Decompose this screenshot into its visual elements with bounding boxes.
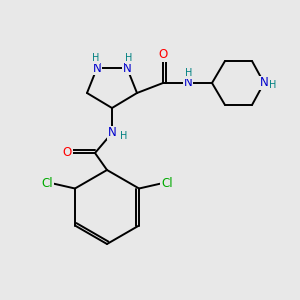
Text: N: N	[108, 127, 116, 140]
Text: H: H	[120, 131, 128, 141]
Text: H: H	[92, 53, 100, 63]
Text: N: N	[93, 61, 101, 74]
Text: Cl: Cl	[161, 177, 173, 190]
Text: O: O	[62, 146, 72, 160]
Text: N: N	[123, 61, 131, 74]
Text: O: O	[158, 49, 168, 62]
Text: N: N	[260, 76, 268, 89]
Text: Cl: Cl	[41, 177, 53, 190]
Text: N: N	[184, 76, 192, 89]
Text: H: H	[185, 68, 193, 78]
Text: H: H	[269, 80, 277, 90]
Text: H: H	[125, 53, 133, 63]
